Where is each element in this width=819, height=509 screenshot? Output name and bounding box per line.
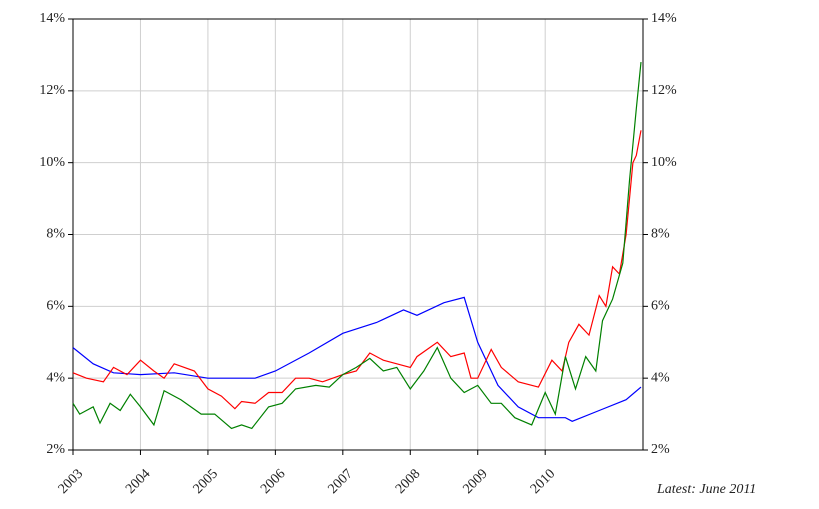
y2-tick-label: 6% [651,299,670,314]
x-tick-label: 2006 [258,466,288,496]
y2-tick-label: 2% [651,442,670,457]
series-line [72,130,642,410]
y-tick-label: 8% [46,227,65,242]
x-tick-label: 2003 [56,466,86,496]
plot-frame [72,18,644,451]
y-tick-label: 6% [46,299,65,314]
series-line [72,62,642,430]
y-tick-label: 2% [46,442,65,457]
x-tick-label: 2010 [528,466,558,496]
y2-tick-label: 10% [651,155,677,170]
x-tick-label: 2005 [191,466,221,496]
annotation: Latest: June 2011 [656,482,756,497]
x-tick-label: 2009 [460,466,490,496]
y-tick-label: 4% [46,370,65,385]
y-tick-label: 14% [39,11,65,26]
x-tick-label: 2004 [123,466,153,496]
x-tick-label: 2007 [326,466,356,496]
y2-tick-label: 8% [651,227,670,242]
y2-tick-label: 14% [651,11,677,26]
y-tick-label: 10% [39,155,65,170]
x-tick-label: 2008 [393,466,423,496]
series-line [72,296,642,422]
y2-tick-label: 4% [651,370,670,385]
y2-tick-label: 12% [651,83,677,98]
y-tick-label: 12% [39,83,65,98]
